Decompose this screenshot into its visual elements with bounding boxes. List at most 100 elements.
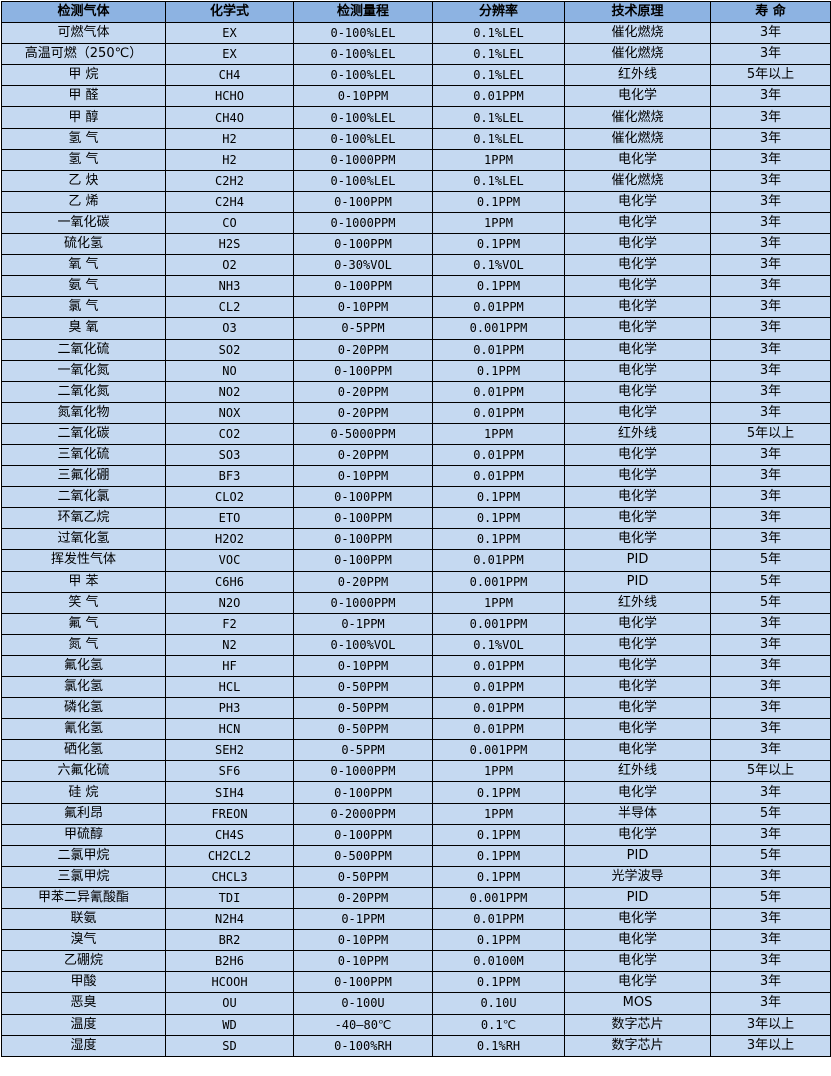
cell-lifespan: 3年: [710, 127, 831, 150]
cell-gas: 温度: [1, 1013, 166, 1036]
table-row: 甲 烷 CH4 0-100%LEL 0.1%LEL 红外线 5年以上: [1, 64, 831, 87]
cell-range: 0-500PPM: [293, 844, 433, 867]
cell-formula: NOX: [165, 401, 294, 424]
cell-resolution: 0.1%LEL: [432, 106, 565, 129]
cell-range: 0-1000PPM: [293, 211, 433, 235]
header-resolution: 分辨率: [432, 0, 565, 24]
cell-principle: 电化学: [564, 612, 711, 635]
cell-resolution: 0.1%LEL: [432, 127, 565, 150]
cell-lifespan: 3年: [710, 908, 831, 931]
cell-resolution: 0.1PPM: [432, 929, 565, 952]
cell-gas: 甲 烷: [1, 64, 166, 87]
table-row: 二氧化硫 SO2 0-20PPM 0.01PPM 电化学 3年: [1, 338, 831, 361]
cell-principle: 电化学: [564, 190, 711, 213]
cell-lifespan: 3年以上: [710, 1013, 831, 1036]
cell-principle: 催化燃烧: [564, 169, 711, 192]
cell-formula: HCHO: [165, 85, 294, 108]
cell-range: 0-100PPM: [293, 823, 433, 846]
cell-range: 0-1PPM: [293, 612, 433, 635]
cell-range: 0-100%RH: [293, 1034, 433, 1057]
table-header-row: 检测气体 化学式 检测量程 分辨率 技术原理寿 命: [1, 0, 831, 24]
cell-lifespan: 5年以上: [710, 422, 831, 445]
cell-principle: 电化学: [564, 148, 711, 171]
cell-gas: 氟利昂: [1, 802, 166, 825]
cell-lifespan: 5年以上: [710, 760, 831, 783]
cell-resolution: 0.01PPM: [432, 401, 565, 424]
cell-formula: CH4O: [165, 106, 294, 129]
cell-gas: 高温可燃（250℃）: [1, 43, 166, 66]
table-row: 甲 醇 CH4O 0-100%LEL 0.1%LEL 催化燃烧 3年: [1, 106, 831, 129]
header-lifespan: 寿 命: [710, 0, 831, 24]
cell-gas: 一氧化碳: [1, 211, 166, 235]
cell-principle: 红外线: [564, 760, 711, 783]
cell-range: 0-1000PPM: [293, 148, 433, 171]
table-row: 一氧化氮 NO 0-100PPM 0.1PPM 电化学 3年: [1, 359, 831, 382]
cell-principle: 催化燃烧: [564, 43, 711, 66]
table-row: 氮氧化物 NOX 0-20PPM 0.01PPM 电化学 3年: [1, 401, 831, 424]
cell-principle: 电化学: [564, 401, 711, 424]
cell-gas: 臭 氧: [1, 317, 166, 340]
cell-range: 0-100%LEL: [293, 64, 433, 87]
cell-lifespan: 5年: [710, 591, 831, 614]
cell-gas: 一氧化氮: [1, 359, 166, 382]
cell-range: 0-20PPM: [293, 443, 433, 467]
cell-gas: 三氯甲烷: [1, 865, 166, 888]
cell-gas: 氮氧化物: [1, 401, 166, 424]
cell-lifespan: 5年: [710, 844, 831, 867]
cell-range: 0-1PPM: [293, 908, 433, 931]
cell-principle: 电化学: [564, 296, 711, 319]
cell-resolution: 0.1%LEL: [432, 64, 565, 87]
cell-formula: H2: [165, 127, 294, 150]
cell-resolution: 0.01PPM: [432, 908, 565, 931]
table-row: 过氧化氢 H2O2 0-100PPM 0.1PPM 电化学 3年: [1, 528, 831, 551]
cell-principle: 电化学: [564, 675, 711, 699]
cell-resolution: 1PPM: [432, 760, 565, 783]
cell-principle: 数字芯片: [564, 1034, 711, 1057]
cell-range: 0-100%LEL: [293, 43, 433, 66]
cell-gas: 氮 气: [1, 633, 166, 656]
cell-principle: 电化学: [564, 633, 711, 656]
cell-lifespan: 3年: [710, 865, 831, 888]
cell-lifespan: 3年: [710, 169, 831, 192]
cell-gas: 氟 气: [1, 612, 166, 635]
cell-principle: 半导体: [564, 802, 711, 825]
cell-resolution: 1PPM: [432, 422, 565, 445]
cell-range: 0-100PPM: [293, 275, 433, 298]
table-row: 甲硫醇 CH4S 0-100PPM 0.1PPM 电化学 3年: [1, 823, 831, 846]
table-row: 硫化氢 H2S 0-100PPM 0.1PPM 电化学 3年: [1, 233, 831, 256]
cell-gas: 硫化氢: [1, 233, 166, 256]
cell-principle: 红外线: [564, 422, 711, 445]
cell-lifespan: 3年: [710, 401, 831, 424]
cell-gas: 湿度: [1, 1034, 166, 1057]
cell-lifespan: 3年: [710, 443, 831, 467]
header-gas: 检测气体: [1, 0, 166, 24]
cell-range: 0-20PPM: [293, 570, 433, 593]
cell-principle: 光学波导: [564, 865, 711, 888]
cell-principle: 电化学: [564, 908, 711, 931]
cell-principle: 电化学: [564, 254, 711, 277]
table-row: 甲 苯 C6H6 0-20PPM 0.001PPM PID 5年: [1, 570, 831, 593]
cell-lifespan: 3年: [710, 106, 831, 129]
cell-gas: 可燃气体: [1, 22, 166, 45]
cell-gas: 甲 醛: [1, 85, 166, 108]
cell-resolution: 0.0100M: [432, 950, 565, 973]
cell-lifespan: 3年: [710, 317, 831, 340]
cell-lifespan: 5年以上: [710, 64, 831, 87]
cell-resolution: 0.10U: [432, 992, 565, 1015]
cell-gas: 氟化氢: [1, 654, 166, 678]
cell-lifespan: 3年: [710, 739, 831, 762]
cell-principle: PID: [564, 570, 711, 593]
cell-resolution: 0.1%VOL: [432, 254, 565, 277]
cell-formula: C2H4: [165, 190, 294, 213]
cell-formula: H2O2: [165, 528, 294, 551]
cell-principle: 电化学: [564, 823, 711, 846]
table-row: 湿度 SD 0-100%RH 0.1%RH 数字芯片 3年以上: [1, 1034, 831, 1057]
cell-resolution: 0.01PPM: [432, 697, 565, 720]
cell-lifespan: 3年: [710, 675, 831, 699]
cell-lifespan: 3年: [710, 465, 831, 488]
cell-resolution: 0.1%LEL: [432, 22, 565, 45]
cell-gas: 三氧化硫: [1, 443, 166, 467]
cell-gas: 氨 气: [1, 275, 166, 298]
cell-gas: 二氧化硫: [1, 338, 166, 361]
table-row: 氟化氢 HF 0-10PPM 0.01PPM 电化学 3年: [1, 654, 831, 678]
